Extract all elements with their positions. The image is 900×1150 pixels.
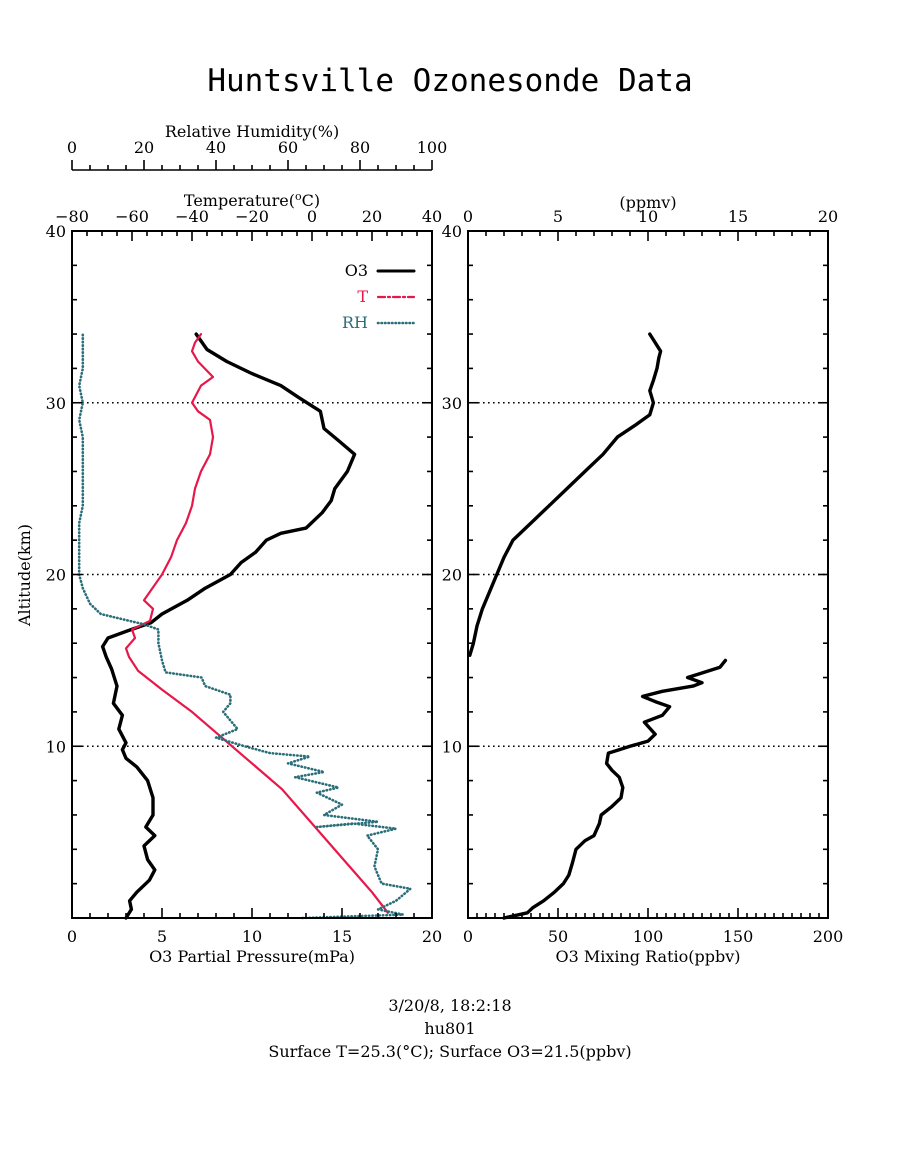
legend-label-t: T bbox=[357, 287, 368, 306]
x-tick-label: 40 bbox=[422, 207, 442, 226]
y-tick-label: 20 bbox=[442, 566, 462, 585]
legend-label-rh: RH bbox=[342, 313, 368, 332]
x-tick-label: 10 bbox=[242, 927, 262, 946]
y-tick-label: 10 bbox=[442, 737, 462, 756]
left-panel: 10 20 30 40 0 5 10 15 20 −80 −60 −40 −20 0 20 40 0 20 40 6… bbox=[15, 122, 447, 966]
y-tick-label: 40 bbox=[442, 222, 462, 241]
x-tick-label: 200 bbox=[813, 927, 844, 946]
x-tick-label: −40 bbox=[175, 207, 209, 226]
left-ticks: 10 20 30 40 0 5 10 15 20 −80 −60 −40 −20 0 20 40 bbox=[46, 207, 443, 946]
right-gridlines bbox=[468, 401, 828, 748]
x-tick-label: 50 bbox=[548, 927, 568, 946]
altitude-axis-label: Altitude(km) bbox=[15, 524, 34, 627]
relative-humidity-axis-label: Relative Humidity(%) bbox=[165, 122, 339, 141]
x-tick-label: 0 bbox=[67, 927, 77, 946]
y-tick-label: 10 bbox=[46, 737, 66, 756]
x-tick-label: 20 bbox=[818, 207, 838, 226]
x-tick-label: −80 bbox=[55, 207, 89, 226]
ppmv-axis-label: (ppmv) bbox=[619, 193, 676, 212]
footer-station-id: hu801 bbox=[424, 1019, 475, 1038]
temperature-axis-label: Temperature(oC) bbox=[184, 190, 320, 210]
x-tick-label: −20 bbox=[235, 207, 269, 226]
y-tick-label: 20 bbox=[46, 566, 66, 585]
series-line-2-2 bbox=[468, 332, 663, 657]
x-tick-label: 0 bbox=[307, 207, 317, 226]
series-line-1-3 bbox=[77, 332, 412, 920]
x-tick-label: 100 bbox=[633, 927, 664, 946]
rh-tick-label: 0 bbox=[67, 138, 77, 157]
footer-timestamp: 3/20/8, 18:2:18 bbox=[388, 996, 511, 1015]
legend: O3 T RH bbox=[342, 261, 416, 332]
left-gridlines bbox=[72, 401, 432, 748]
chart-title: Huntsville Ozonesonde Data bbox=[207, 63, 692, 99]
series-line-2-1 bbox=[502, 658, 728, 920]
x-tick-label: 5 bbox=[157, 927, 167, 946]
series-line-1-2 bbox=[124, 333, 389, 914]
rh-tick-label: 40 bbox=[206, 138, 226, 157]
x-tick-label: 20 bbox=[422, 927, 442, 946]
rh-tick-label: 20 bbox=[134, 138, 154, 157]
y-tick-label: 40 bbox=[46, 222, 66, 241]
x-tick-label: 150 bbox=[723, 927, 754, 946]
y-tick-label: 30 bbox=[442, 394, 462, 413]
legend-label-o3: O3 bbox=[345, 261, 368, 280]
relative-humidity-axis: 0 20 40 60 80 100 bbox=[67, 138, 448, 171]
o3-partial-pressure-axis-label: O3 Partial Pressure(mPa) bbox=[149, 947, 355, 966]
x-tick-label: 15 bbox=[332, 927, 352, 946]
x-tick-label: 15 bbox=[728, 207, 748, 226]
rh-tick-label: 60 bbox=[278, 138, 298, 157]
rh-tick-label: 100 bbox=[417, 138, 448, 157]
o3-mixing-ratio-axis-label: O3 Mixing Ratio(ppbv) bbox=[555, 947, 740, 966]
x-tick-label: 10 bbox=[638, 207, 658, 226]
footer-surface-values: Surface T=25.3(°C); Surface O3=21.5(ppbv… bbox=[268, 1042, 631, 1061]
x-tick-label: −60 bbox=[115, 207, 149, 226]
series-line-1-1 bbox=[100, 332, 357, 920]
y-tick-label: 30 bbox=[46, 394, 66, 413]
right-series bbox=[468, 332, 728, 920]
x-tick-label: 20 bbox=[362, 207, 382, 226]
x-tick-label: 5 bbox=[553, 207, 563, 226]
x-tick-label: 0 bbox=[463, 927, 473, 946]
x-tick-label: 0 bbox=[463, 207, 473, 226]
rh-tick-label: 80 bbox=[350, 138, 370, 157]
left-series bbox=[77, 332, 412, 920]
